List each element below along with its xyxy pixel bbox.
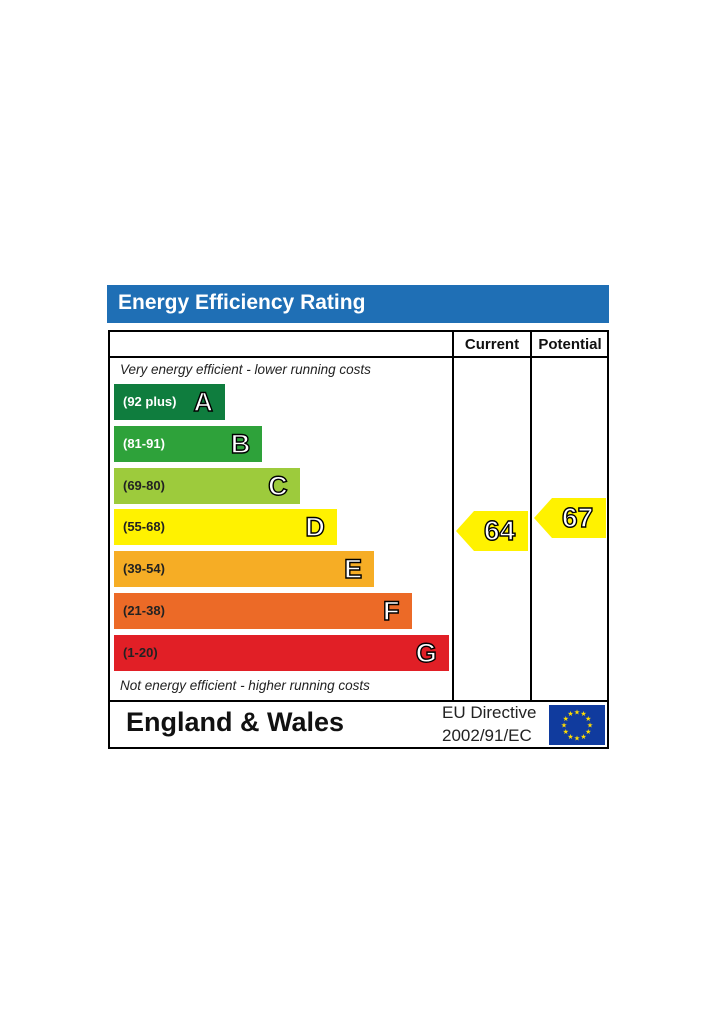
band-range-label: (21-38) <box>123 603 165 618</box>
divider-current-left <box>452 332 454 700</box>
band-range-label: (69-80) <box>123 477 165 493</box>
band-d: (55-68) D <box>114 509 337 546</box>
potential-rating-marker: 67 <box>534 498 606 539</box>
band-range-label: (1-20) <box>123 644 158 660</box>
band-letter: B <box>230 428 251 459</box>
note-inefficient: Not energy efficient - higher running co… <box>120 678 370 693</box>
footer-divider <box>110 700 607 702</box>
band-letter: G <box>415 637 437 668</box>
current-marker-shape <box>456 511 528 552</box>
flag-star: ★ <box>563 715 569 723</box>
note-efficient: Very energy efficient - lower running co… <box>120 362 371 377</box>
eu-flag-icon: ★ ★ ★ ★ ★ ★ ★ ★ ★ ★ ★ ★ <box>549 705 605 745</box>
band-letter: D <box>305 512 326 543</box>
chart-title: Energy Efficiency Rating <box>107 285 609 323</box>
directive-line-2: 2002/91/EC <box>442 726 532 745</box>
column-header-current: Current <box>464 336 520 353</box>
band-a: (92 plus) A <box>114 384 225 420</box>
flag-star: ★ <box>587 722 593 730</box>
region-label: England & Wales <box>126 707 345 737</box>
directive-line-1: EU Directive <box>442 703 537 722</box>
column-header-potential: Potential <box>538 336 602 353</box>
divider-potential-left <box>530 332 532 700</box>
eu-flag-stars: ★ ★★★★★★★★★★★ <box>561 709 593 743</box>
flag-star: ★ <box>563 728 569 736</box>
band-g: (1-20) G <box>114 634 449 671</box>
potential-rating-value: 67 <box>561 502 594 534</box>
flag-star: ★ <box>585 715 591 723</box>
current-rating-value: 64 <box>483 515 516 547</box>
band-c: (69-80) C <box>114 467 300 504</box>
band-f: (21-38) F <box>114 593 412 629</box>
band-letter: C <box>267 470 288 501</box>
header-divider <box>110 356 607 358</box>
flag-star: ★ <box>585 728 591 736</box>
current-marker-arrow <box>456 511 528 552</box>
band-range-label: (39-54) <box>123 561 165 577</box>
potential-marker-shape <box>534 498 606 539</box>
flag-star: ★ <box>574 709 580 717</box>
current-rating-marker: 64 <box>456 511 528 552</box>
band-b: (81-91) B <box>114 425 263 462</box>
flag-star: ★ <box>574 735 580 743</box>
band-letter: A <box>193 386 214 417</box>
rating-table: Current Potential Very energy efficient … <box>108 330 609 749</box>
band-range-label: (81-91) <box>123 435 165 451</box>
band-letter: E <box>343 553 363 585</box>
band-letter: F <box>382 595 400 626</box>
flag-star: ★ <box>561 722 567 730</box>
flag-star: ★ <box>567 733 573 741</box>
band-e: (39-54) E <box>114 551 375 588</box>
flag-star: ★ <box>580 733 586 741</box>
potential-marker-arrow <box>534 498 606 539</box>
flag-star: ★ <box>580 710 586 718</box>
band-range-label: (55-68) <box>123 519 165 535</box>
band-range-label: (92 plus) <box>123 394 177 409</box>
flag-star: ★ <box>567 710 573 718</box>
